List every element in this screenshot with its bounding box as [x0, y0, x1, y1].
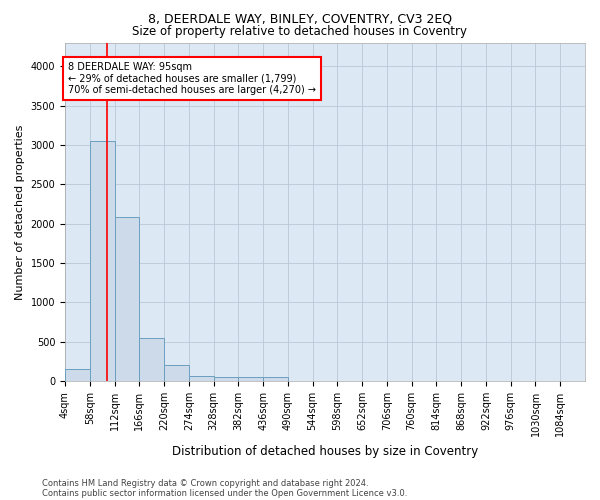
Bar	[238, 378, 263, 381]
Bar	[90, 141, 115, 381]
Text: Contains HM Land Registry data © Crown copyright and database right 2024.: Contains HM Land Registry data © Crown c…	[42, 478, 368, 488]
Bar	[115, 218, 139, 381]
Bar	[214, 378, 238, 381]
Bar	[263, 378, 288, 381]
X-axis label: Distribution of detached houses by size in Coventry: Distribution of detached houses by size …	[172, 444, 478, 458]
Bar	[65, 370, 90, 381]
Bar	[164, 364, 189, 381]
Y-axis label: Number of detached properties: Number of detached properties	[15, 124, 25, 300]
Text: Size of property relative to detached houses in Coventry: Size of property relative to detached ho…	[133, 25, 467, 38]
Bar	[189, 376, 214, 381]
Text: 8, DEERDALE WAY, BINLEY, COVENTRY, CV3 2EQ: 8, DEERDALE WAY, BINLEY, COVENTRY, CV3 2…	[148, 12, 452, 26]
Text: 8 DEERDALE WAY: 95sqm
← 29% of detached houses are smaller (1,799)
70% of semi-d: 8 DEERDALE WAY: 95sqm ← 29% of detached …	[68, 62, 316, 96]
Bar	[139, 338, 164, 381]
Text: Contains public sector information licensed under the Open Government Licence v3: Contains public sector information licen…	[42, 488, 407, 498]
